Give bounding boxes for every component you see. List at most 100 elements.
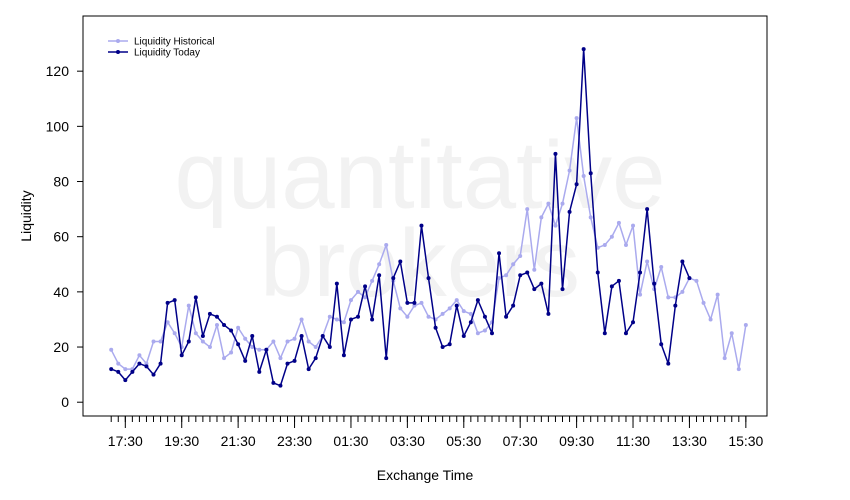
data-point	[673, 303, 678, 308]
x-tick-label: 09:30	[559, 433, 594, 449]
legend-marker	[116, 39, 120, 43]
data-point	[257, 347, 262, 352]
data-point	[306, 339, 311, 344]
data-point	[623, 331, 628, 336]
data-point	[327, 345, 332, 350]
data-point	[553, 223, 558, 228]
x-tick-label: 23:30	[277, 433, 312, 449]
data-point	[137, 353, 142, 358]
x-tick-label: 07:30	[503, 433, 538, 449]
data-point	[602, 242, 607, 247]
data-point	[250, 334, 255, 338]
data-point	[666, 361, 671, 366]
data-point	[468, 311, 473, 316]
data-point	[151, 372, 156, 377]
x-tick-label: 05:30	[446, 433, 481, 449]
x-axis-title: Exchange Time	[377, 467, 474, 483]
data-point	[236, 342, 241, 347]
data-point	[144, 361, 149, 366]
data-point	[511, 303, 516, 308]
data-point	[257, 369, 262, 374]
data-point	[447, 306, 452, 311]
data-point	[419, 300, 424, 305]
data-point	[292, 336, 297, 341]
data-point	[137, 361, 142, 366]
data-point	[616, 278, 621, 283]
data-point	[334, 317, 339, 322]
data-point	[186, 303, 191, 308]
data-point	[461, 309, 466, 314]
data-point	[595, 270, 600, 275]
data-point	[694, 278, 699, 283]
data-point	[271, 380, 276, 385]
data-point	[588, 215, 593, 220]
data-point	[313, 356, 318, 361]
data-point	[616, 220, 621, 225]
data-point	[433, 325, 438, 330]
series-layer	[109, 47, 748, 388]
data-point	[327, 314, 332, 319]
data-point	[539, 281, 544, 286]
x-tick-label: 13:30	[672, 433, 707, 449]
data-point	[426, 276, 431, 281]
data-point	[687, 276, 692, 281]
data-point	[356, 314, 361, 319]
data-point	[518, 254, 523, 258]
data-point	[609, 234, 614, 239]
data-point	[447, 342, 452, 347]
data-point	[214, 314, 219, 319]
data-point	[229, 350, 234, 355]
x-tick-label: 17:30	[108, 433, 143, 449]
data-point	[715, 292, 720, 297]
data-point	[574, 182, 579, 187]
data-point	[553, 151, 558, 156]
data-point	[419, 223, 424, 228]
data-point	[567, 209, 572, 214]
data-point	[285, 339, 290, 344]
data-point	[278, 383, 283, 388]
y-axis-title: Liquidity	[18, 190, 34, 241]
data-point	[623, 242, 628, 247]
data-point	[109, 367, 114, 372]
data-point	[186, 339, 191, 344]
data-point	[659, 265, 664, 270]
data-point	[525, 270, 530, 275]
data-point	[532, 267, 537, 272]
data-point	[172, 298, 177, 303]
data-point	[659, 342, 664, 347]
data-point	[645, 259, 650, 264]
data-point	[454, 303, 459, 308]
data-point	[532, 287, 537, 292]
data-point	[109, 347, 114, 352]
data-point	[560, 201, 565, 206]
data-point	[609, 284, 614, 289]
data-point	[504, 314, 509, 319]
data-point	[144, 364, 149, 369]
data-point	[165, 300, 170, 305]
data-point	[412, 303, 417, 308]
data-point	[475, 331, 480, 336]
data-point	[638, 292, 643, 297]
data-point	[306, 367, 311, 372]
y-tick-label: 100	[46, 118, 70, 134]
data-point	[482, 314, 487, 319]
data-point	[482, 328, 487, 333]
data-point	[602, 331, 607, 336]
legend-marker	[116, 50, 120, 54]
data-point	[680, 289, 685, 294]
data-point	[165, 320, 170, 325]
data-point	[341, 353, 346, 358]
y-tick-label: 0	[61, 394, 69, 410]
y-tick-label: 20	[53, 339, 69, 355]
data-point	[200, 334, 205, 338]
y-tick-label: 60	[53, 229, 69, 245]
data-point	[708, 317, 713, 322]
data-point	[116, 369, 121, 374]
x-tick-label: 15:30	[728, 433, 763, 449]
data-point	[489, 331, 494, 336]
data-point	[525, 207, 530, 212]
data-point	[370, 278, 375, 283]
data-point	[560, 287, 565, 292]
data-point	[581, 174, 586, 178]
data-point	[539, 215, 544, 220]
